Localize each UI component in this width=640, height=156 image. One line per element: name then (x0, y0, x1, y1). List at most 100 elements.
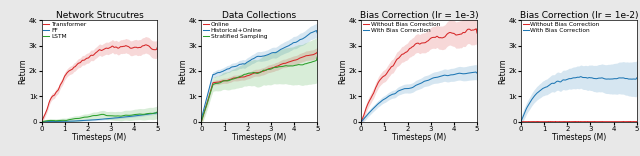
LSTM (38, 121, 46, 122)
Legend: Online, Historical+Online, Stratified Sampling: Online, Historical+Online, Stratified Sa… (203, 21, 268, 40)
FF (38, 121, 45, 123)
Line: Without Bias Correction: Without Bias Correction (361, 29, 477, 122)
Without Bias Correction (518, 121, 525, 123)
Stratified Sampling (266, 68, 274, 70)
With Bias Correction (588, 77, 596, 79)
With Bias Correction (586, 77, 594, 79)
Online (198, 121, 205, 122)
Without Bias Correction (358, 120, 365, 122)
With Bias Correction (426, 78, 434, 80)
With Bias Correction (615, 77, 623, 79)
Line: FF: FF (42, 113, 157, 122)
LSTM (143, 113, 150, 115)
Without Bias Correction (426, 38, 434, 40)
With Bias Correction (426, 79, 433, 80)
Historical+Online (312, 30, 320, 32)
Title: Bias Correction (lr = 1e-2): Bias Correction (lr = 1e-2) (520, 10, 638, 20)
LSTM (135, 113, 143, 115)
Stratified Sampling (303, 63, 310, 65)
Online (266, 68, 274, 69)
Online (314, 51, 321, 53)
Title: Bias Correction (lr = 1e-3): Bias Correction (lr = 1e-3) (360, 10, 479, 20)
With Bias Correction (462, 73, 470, 75)
Legend: Without Bias Correction, With Bias Correction: Without Bias Correction, With Bias Corre… (522, 21, 600, 34)
X-axis label: Timesteps (M): Timesteps (M) (72, 133, 127, 142)
Transformer (154, 46, 161, 48)
Without Bias Correction (472, 28, 480, 30)
Stratified Sampling (268, 67, 276, 69)
Historical+Online (198, 116, 205, 118)
Without Bias Correction (473, 32, 481, 34)
Transformer (38, 121, 45, 123)
Historical+Online (303, 35, 310, 37)
Line: Online: Online (202, 52, 317, 122)
X-axis label: Timesteps (M): Timesteps (M) (552, 133, 606, 142)
With Bias Correction (518, 120, 525, 122)
Without Bias Correction (428, 37, 436, 39)
Transformer (143, 44, 151, 46)
With Bias Correction (473, 72, 481, 74)
Online (295, 58, 303, 59)
Online (266, 68, 274, 69)
Stratified Sampling (198, 119, 205, 121)
Y-axis label: Return: Return (178, 58, 188, 84)
With Bias Correction (623, 78, 630, 79)
Stratified Sampling (314, 56, 321, 58)
Transformer (106, 46, 114, 48)
Online (303, 55, 310, 57)
With Bias Correction (358, 120, 365, 122)
Line: Historical+Online: Historical+Online (202, 31, 317, 119)
Without Bias Correction (588, 121, 596, 123)
Without Bias Correction (462, 30, 470, 32)
Y-axis label: Return: Return (19, 58, 28, 84)
Title: Network Strucutres: Network Strucutres (56, 10, 143, 20)
Historical+Online (268, 52, 276, 54)
Without Bias Correction (517, 121, 525, 123)
Without Bias Correction (586, 121, 594, 123)
Online (268, 67, 276, 69)
With Bias Correction (586, 77, 594, 79)
Line: Transformer: Transformer (42, 45, 157, 122)
Without Bias Correction (586, 121, 594, 123)
FF (136, 114, 143, 116)
With Bias Correction (633, 77, 640, 79)
LSTM (107, 115, 115, 117)
FF (143, 113, 151, 115)
Legend: Without Bias Correction, With Bias Correction: Without Bias Correction, With Bias Corre… (362, 21, 440, 34)
Stratified Sampling (198, 120, 205, 122)
Without Bias Correction (633, 121, 640, 122)
Title: Data Collections: Data Collections (222, 10, 296, 20)
With Bias Correction (428, 77, 436, 79)
FF (38, 121, 46, 123)
Historical+Online (295, 39, 303, 41)
Historical+Online (314, 32, 321, 34)
LSTM (154, 111, 161, 113)
Y-axis label: Return: Return (338, 58, 347, 84)
Historical+Online (198, 118, 205, 120)
LSTM (38, 121, 45, 123)
With Bias Correction (357, 121, 365, 123)
Stratified Sampling (266, 68, 274, 70)
Transformer (38, 120, 46, 122)
Without Bias Correction (357, 121, 365, 123)
Historical+Online (266, 53, 274, 55)
With Bias Correction (577, 76, 584, 78)
Without Bias Correction (426, 38, 433, 40)
Transformer (142, 44, 150, 46)
Without Bias Correction (552, 121, 559, 122)
FF (109, 117, 116, 119)
LSTM (109, 115, 116, 117)
LSTM (106, 115, 114, 117)
Online (198, 119, 205, 121)
Legend: Transformer, FF, LSTM: Transformer, FF, LSTM (43, 21, 87, 40)
Stratified Sampling (295, 64, 303, 66)
With Bias Correction (472, 71, 479, 73)
FF (38, 121, 46, 123)
FF (107, 117, 115, 119)
Transformer (107, 46, 115, 48)
Line: LSTM: LSTM (42, 112, 157, 122)
X-axis label: Timesteps (M): Timesteps (M) (392, 133, 446, 142)
Line: With Bias Correction: With Bias Correction (521, 77, 637, 122)
Y-axis label: Return: Return (498, 58, 507, 84)
Without Bias Correction (615, 121, 623, 123)
